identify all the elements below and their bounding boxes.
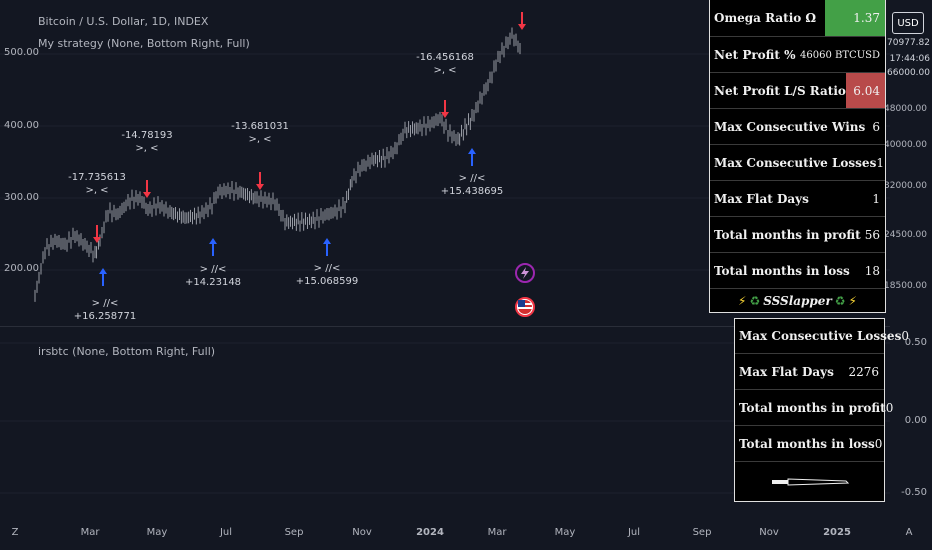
- indicator-legend[interactable]: irsbtc (None, Bottom Right, Full): [38, 345, 216, 358]
- stats-row-max-wins: Max Consecutive Wins 6: [710, 108, 885, 145]
- sell-annotation: -17.735613 >, <: [68, 172, 126, 196]
- right-axis-label: 24500.00: [884, 230, 927, 240]
- stats-row-ls-ratio: Net Profit L/S Ratio 6.04: [710, 72, 885, 109]
- time-axis-label: A: [905, 527, 913, 538]
- sell-arrow[interactable]: [518, 12, 526, 30]
- stats-row-max-losses: Max Consecutive Losses 1: [710, 144, 885, 181]
- price-chart[interactable]: [0, 0, 932, 326]
- time-axis-label: Jul: [219, 527, 233, 538]
- stats-row-months-profit: Total months in profit 56: [710, 216, 885, 253]
- indicator-row-max-losses: Max Consecutive Losses 0: [739, 329, 909, 343]
- buy-arrow[interactable]: [468, 148, 476, 166]
- strategy-legend[interactable]: My strategy (None, Bottom Right, Full): [38, 37, 250, 50]
- buy-annotation: > //< +14.23148: [184, 264, 242, 288]
- time-axis-label: Nov: [759, 527, 779, 538]
- lightning-event-icon[interactable]: [515, 263, 535, 283]
- time-axis-label: May: [554, 527, 576, 538]
- buy-arrow[interactable]: [99, 268, 107, 286]
- lightning-icon: ⚡: [848, 294, 857, 308]
- price-box: 70977.82: [887, 38, 930, 48]
- buy-arrow[interactable]: [209, 238, 217, 256]
- right-axis-label: 18500.00: [884, 281, 927, 291]
- stats-row-omega: Omega Ratio Ω 1.37: [710, 0, 885, 36]
- right-axis-label: 0.50: [904, 337, 927, 348]
- time-axis-label: Mar: [487, 527, 507, 538]
- lightning-icon: ⚡: [738, 294, 747, 308]
- left-axis-label: 500.00: [4, 47, 39, 58]
- sell-annotation: -13.681031 >, <: [231, 121, 289, 145]
- stats-row-flat-days: Max Flat Days 1: [710, 180, 885, 217]
- recycle-icon: ♻: [834, 294, 846, 308]
- author-signature: SSSlapper: [763, 294, 832, 308]
- stats-footer: ⚡ ♻ SSSlapper ♻ ⚡: [710, 288, 885, 313]
- knife-icon: [771, 478, 849, 486]
- time-axis-label: Mar: [80, 527, 100, 538]
- stats-row-net-profit: Net Profit % 46060 BTCUSD: [710, 36, 885, 73]
- countdown-box: 17:44:06: [889, 54, 930, 64]
- sell-annotation: -14.78193 >, <: [121, 130, 173, 154]
- buy-annotation: > //< +16.258771: [73, 298, 137, 322]
- indicator-row-months-loss: Total months in loss 0: [735, 425, 884, 462]
- indicator-row-flat-days: Max Flat Days 2276: [735, 353, 884, 390]
- buy-annotation: > //< +15.068599: [295, 263, 359, 287]
- left-axis-label: 400.00: [4, 120, 39, 131]
- indicator-stats-table: Max Consecutive Losses 0 Max Flat Days 2…: [734, 318, 909, 502]
- right-axis-label: -0.50: [901, 487, 927, 498]
- strategy-stats-table: Omega Ratio Ω 1.37 Net Profit % 46060 BT…: [709, 0, 886, 313]
- pane-separator[interactable]: [0, 326, 890, 327]
- buy-annotation: > //< +15.438695: [440, 173, 504, 197]
- time-axis-label: Nov: [352, 527, 372, 538]
- sell-arrow[interactable]: [256, 172, 264, 190]
- time-axis-label: May: [146, 527, 168, 538]
- sell-arrow[interactable]: [441, 100, 449, 118]
- right-axis-label: 40000.00: [884, 140, 927, 150]
- us-flag-event-icon[interactable]: [515, 297, 535, 317]
- right-axis-label: 32000.00: [884, 181, 927, 191]
- time-axis-label: Sep: [692, 527, 712, 538]
- indicator-footer: [735, 461, 884, 502]
- stats-row-months-loss: Total months in loss 18: [710, 252, 885, 289]
- currency-button[interactable]: USD: [892, 12, 924, 34]
- time-axis-label: 2025: [823, 527, 851, 538]
- left-axis-label: 300.00: [4, 192, 39, 203]
- time-axis-label: Z: [11, 527, 19, 538]
- sell-arrow[interactable]: [143, 180, 151, 198]
- sell-annotation: -16.456168 >, <: [416, 52, 474, 76]
- time-axis-label: Sep: [284, 527, 304, 538]
- price-box: 66000.00: [887, 68, 930, 78]
- recycle-icon: ♻: [749, 294, 761, 308]
- left-axis-label: 200.00: [4, 263, 39, 274]
- time-axis-label: 2024: [416, 527, 444, 538]
- indicator-row-months-profit: Total months in profit 0: [735, 389, 893, 426]
- sell-arrow[interactable]: [93, 225, 101, 243]
- right-axis-label: 0.00: [904, 415, 927, 426]
- price-pane[interactable]: [0, 0, 932, 326]
- symbol-title[interactable]: Bitcoin / U.S. Dollar, 1D, INDEX: [38, 15, 209, 28]
- time-axis-label: Jul: [627, 527, 641, 538]
- buy-arrow[interactable]: [323, 238, 331, 256]
- right-axis-label: 48000.00: [884, 104, 927, 114]
